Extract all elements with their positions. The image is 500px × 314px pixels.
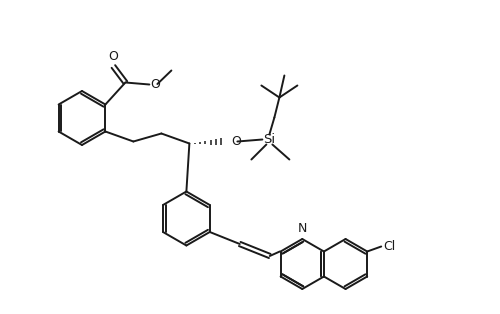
Text: Si: Si xyxy=(264,133,276,146)
Text: N: N xyxy=(298,222,307,235)
Text: Cl: Cl xyxy=(383,240,396,253)
Text: O: O xyxy=(150,78,160,91)
Text: O: O xyxy=(108,50,118,62)
Text: O: O xyxy=(232,135,241,148)
